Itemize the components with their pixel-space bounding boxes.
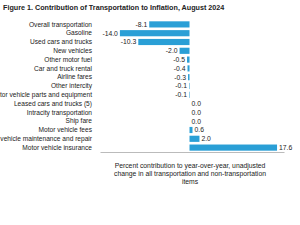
data-label: -0.4 — [174, 65, 186, 72]
y-tick: Airline fares — [57, 73, 98, 80]
y-tick: Ship fare — [66, 117, 98, 125]
y-tick: Motor vehicle maintenance and repair — [0, 135, 98, 143]
y-tick: Intracity transportation — [27, 109, 98, 117]
y-tick-label: Motor vehicle fees — [38, 126, 92, 133]
y-tick: Leased cars and trucks (5) — [14, 100, 98, 108]
y-tick: Other intercity — [51, 82, 98, 90]
bar — [189, 109, 190, 115]
y-tick-label: Other intercity — [51, 82, 93, 90]
bar — [188, 74, 189, 80]
bar — [189, 118, 190, 124]
bar — [190, 136, 200, 142]
data-labels: -8.1-14.0-10.3-2.0-0.5-0.4-0.3-0.1-0.10.… — [102, 21, 292, 151]
bar — [187, 57, 189, 63]
bar — [149, 21, 189, 27]
data-label: -10.3 — [121, 38, 137, 45]
y-tick: Gasoline — [66, 29, 98, 36]
data-label: -0.3 — [174, 74, 186, 81]
data-label: -0.1 — [175, 91, 187, 98]
bar — [189, 83, 190, 89]
y-tick: Car and truck rental — [34, 65, 98, 72]
y-tick-label: Motor vehicle parts and equipment — [0, 91, 92, 99]
bar — [188, 65, 190, 71]
y-tick: Motor vehicle insurance — [22, 144, 98, 151]
data-label: -0.5 — [173, 56, 185, 63]
y-tick: Motor vehicle parts and equipment — [0, 91, 98, 99]
bar — [189, 92, 190, 98]
title: Figure 1. Contribution of Transportation… — [3, 3, 224, 12]
bar — [189, 101, 190, 107]
data-label: -0.1 — [175, 82, 187, 89]
y-tick-label: Motor vehicle insurance — [22, 144, 92, 151]
y-tick-label: Motor vehicle maintenance and repair — [0, 135, 93, 143]
data-label: -14.0 — [102, 30, 118, 37]
y-tick-label: Leased cars and trucks (5) — [14, 100, 92, 108]
y-tick: Other motor fuel — [44, 56, 98, 63]
x-axis-line — [101, 152, 285, 153]
bar — [180, 48, 190, 54]
y-tick-label: Used cars and trucks — [30, 38, 93, 45]
data-label: 0.0 — [192, 109, 202, 116]
y-tick-label: Overall transportation — [29, 21, 92, 29]
y-tick: New vehicles — [53, 47, 98, 54]
x-axis — [101, 152, 285, 153]
data-label: 0.6 — [194, 126, 204, 133]
y-tick-label: Ship fare — [66, 117, 93, 125]
data-label: 0.0 — [192, 100, 202, 107]
bar — [138, 39, 189, 45]
y-tick: Used cars and trucks — [30, 38, 98, 45]
y-tick-label: Car and truck rental — [34, 65, 92, 72]
data-label: 0.0 — [192, 118, 202, 125]
y-tick-label: Other motor fuel — [44, 56, 92, 63]
x-axis-label: Percent contribution to year-over-year, … — [114, 162, 266, 185]
bars — [120, 21, 277, 150]
chart: Figure 1. Contribution of Transportation… — [0, 0, 300, 225]
bar — [190, 145, 278, 151]
y-tick-label: Intracity transportation — [27, 109, 93, 117]
y-tick: Overall transportation — [29, 21, 98, 29]
y-axis: Overall transportationGasoline Used cars … — [0, 21, 98, 151]
bar — [190, 127, 193, 133]
y-tick: Motor vehicle fees — [38, 126, 98, 133]
data-label: 2.0 — [201, 135, 211, 142]
data-label: -2.0 — [166, 47, 178, 54]
y-tick-label: Gasoline — [66, 29, 92, 36]
y-tick-label: Airline fares — [57, 73, 93, 80]
data-label: -8.1 — [136, 21, 148, 28]
bar — [120, 30, 190, 36]
data-label: 17.6 — [279, 144, 292, 151]
y-tick-label: New vehicles — [53, 47, 93, 54]
